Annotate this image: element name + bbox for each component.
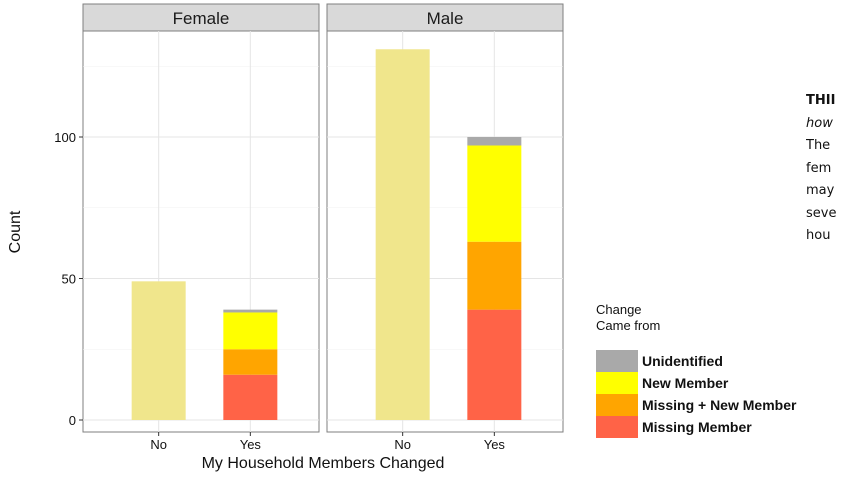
side-text-line: seve bbox=[806, 205, 837, 221]
bar-segment-missing-member bbox=[467, 309, 522, 420]
bar-segment-unidentified bbox=[467, 137, 522, 146]
legend-label: Missing Member bbox=[642, 419, 752, 435]
legend-label: New Member bbox=[642, 375, 729, 391]
legend-label: Missing + New Member bbox=[642, 397, 797, 413]
legend-key bbox=[596, 416, 638, 438]
y-axis-title: Count bbox=[7, 210, 24, 253]
y-tick-label: 100 bbox=[54, 130, 76, 145]
legend-title-line: Change bbox=[596, 302, 642, 317]
bar-segment-missing-new-member bbox=[223, 349, 278, 375]
bar-segment-new-member bbox=[467, 145, 522, 242]
side-text-line: hou bbox=[806, 228, 831, 243]
legend-key bbox=[596, 350, 638, 372]
bar-no bbox=[131, 281, 186, 420]
side-text-line: fem bbox=[806, 160, 832, 176]
facet-strip bbox=[326, 3, 564, 32]
side-text-line: may bbox=[806, 183, 835, 198]
legend-label: Unidentified bbox=[642, 353, 723, 369]
facet-label: Female bbox=[173, 9, 230, 28]
side-text-line: THII bbox=[806, 93, 836, 108]
x-axis-title: My Household Members Changed bbox=[202, 455, 445, 472]
bar-no bbox=[375, 49, 430, 421]
x-tick-label: Yes bbox=[240, 437, 262, 452]
side-text-line: The bbox=[806, 138, 831, 153]
facet-strip bbox=[82, 3, 320, 32]
legend-key bbox=[596, 394, 638, 416]
legend-key bbox=[596, 372, 638, 394]
legend-title-line: Came from bbox=[596, 318, 660, 333]
bar-segment-missing-new-member bbox=[467, 241, 522, 310]
x-tick-label: Yes bbox=[484, 437, 506, 452]
x-tick-label: No bbox=[394, 437, 411, 452]
bar-segment-unidentified bbox=[223, 309, 278, 313]
panel-background bbox=[326, 30, 564, 433]
bar-segment-missing-member bbox=[223, 374, 278, 420]
facet-label: Male bbox=[427, 9, 464, 28]
side-text: THII how The fem may seve hou bbox=[806, 90, 843, 248]
x-tick-label: No bbox=[150, 437, 167, 452]
y-tick-label: 50 bbox=[62, 272, 76, 287]
bar-segment-new-member bbox=[223, 312, 278, 350]
y-tick-label: 0 bbox=[69, 413, 76, 428]
panel-background bbox=[82, 30, 320, 433]
side-text-line: how bbox=[806, 115, 833, 131]
